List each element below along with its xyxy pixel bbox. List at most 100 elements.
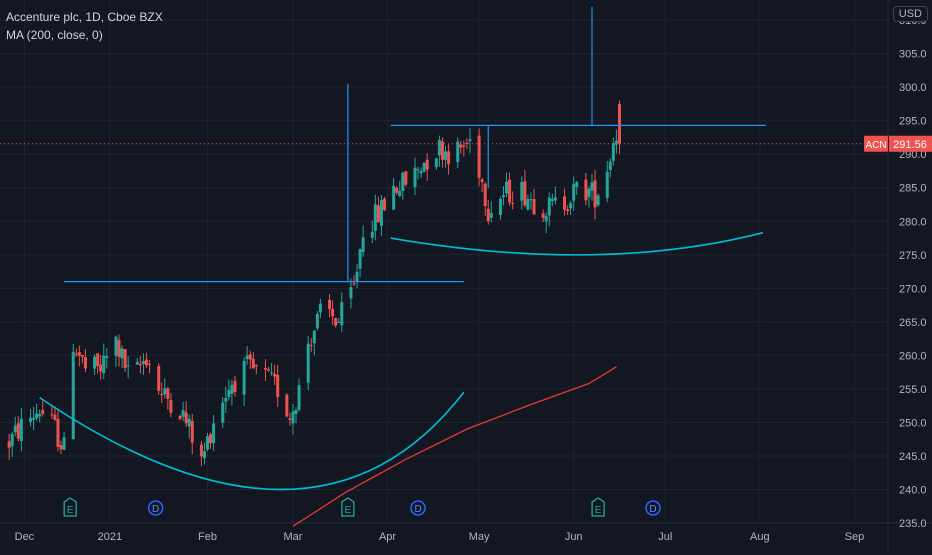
candle-body [227, 390, 231, 398]
candle-body [413, 167, 417, 188]
currency-button[interactable]: USD [892, 6, 928, 22]
y-tick-label: 250.0 [899, 417, 927, 429]
candle-body [572, 184, 576, 201]
candle-body [126, 365, 130, 367]
candle-body [199, 444, 203, 457]
candle-body [209, 434, 213, 444]
candle-body [273, 373, 277, 377]
y-tick-label: 255.0 [899, 384, 927, 396]
candle-body [483, 183, 487, 207]
candle-body [502, 195, 506, 198]
earnings-marker-label: E [345, 505, 352, 516]
candle-body [166, 388, 170, 399]
candle-body [569, 203, 573, 209]
candle-body [401, 172, 405, 191]
candle-body [587, 188, 591, 198]
candle-body [13, 425, 17, 433]
y-tick-label: 270.0 [899, 283, 927, 295]
dividend-marker-icon [645, 500, 661, 516]
candle-body [593, 180, 597, 208]
candle-body [608, 161, 612, 170]
candle-body [181, 410, 185, 417]
ticker-tag-bg [864, 135, 888, 152]
candle-body [224, 397, 228, 402]
candle-body [141, 361, 145, 364]
candle-body [114, 336, 118, 356]
candle-body [221, 402, 225, 423]
earnings-marker-icon [341, 497, 355, 517]
candle-body [392, 185, 396, 210]
candle-body [370, 231, 374, 238]
candle-body [328, 299, 332, 310]
candle-body [288, 418, 292, 420]
x-tick-label: Aug [750, 531, 770, 543]
candle-body [532, 199, 536, 215]
candle-body [294, 410, 298, 414]
candle-body [267, 369, 271, 371]
last-price-tag: 291.56 [893, 139, 927, 151]
candle-body [102, 355, 106, 374]
candle-body [334, 318, 338, 326]
candle-body [596, 195, 600, 206]
dividend-marker-icon [410, 500, 426, 516]
candle-body [575, 182, 579, 187]
candle-body [361, 237, 365, 253]
candle-body [465, 142, 469, 144]
y-tick-label: 280.0 [899, 216, 927, 228]
candle-body [340, 302, 344, 326]
x-tick-label: Dec [15, 531, 35, 543]
candle-body [56, 419, 60, 447]
y-tick-label: 295.0 [899, 116, 927, 128]
candle-body [138, 363, 142, 366]
candle-body [508, 179, 512, 203]
y-tick-label: 300.0 [899, 82, 927, 94]
candle-body [242, 360, 246, 395]
candle-body [489, 212, 493, 218]
candle-body [62, 437, 66, 450]
candle-body [486, 208, 490, 222]
candle-body [398, 190, 402, 196]
candle-body [263, 367, 267, 370]
candle-body [550, 199, 554, 201]
last-candle-body [617, 103, 621, 144]
candle-body [105, 356, 109, 359]
indicator-label[interactable]: MA (200, close, 0) [6, 28, 103, 42]
candle-body [53, 414, 57, 420]
candle-body [614, 140, 618, 145]
earnings-marker-icon [63, 497, 77, 517]
candle-body [7, 441, 11, 448]
y-tick-label: 240.0 [899, 484, 927, 496]
candle-body [96, 353, 100, 366]
candle-body [434, 158, 438, 168]
candle-body [373, 204, 377, 231]
dividend-marker-label: D [649, 504, 656, 515]
candle-body [309, 345, 313, 347]
x-tick-label: Mar [283, 531, 302, 543]
candle-body [190, 420, 194, 443]
candle-body [248, 354, 252, 360]
candle-body [270, 372, 274, 374]
candle-body [251, 358, 255, 369]
candle-body [29, 417, 33, 422]
candle-body [425, 159, 429, 170]
candle-body [422, 162, 426, 172]
candle-body [163, 388, 167, 395]
y-tick-label: 245.0 [899, 451, 927, 463]
symbol-title[interactable]: Accenture plc, 1D, Cboe BZX [6, 10, 163, 24]
candle-body [297, 385, 301, 411]
candle-body [80, 355, 84, 357]
y-tick-label: 265.0 [899, 317, 927, 329]
candle-body [285, 394, 289, 417]
candle-body [312, 330, 316, 344]
ticker-tag: ACN [865, 140, 886, 151]
x-tick-label: Jun [565, 531, 583, 543]
candle-body [184, 412, 188, 424]
candle-body [520, 181, 524, 201]
candle-body [41, 410, 45, 414]
candle-body [16, 423, 20, 439]
dividend-marker-icon [147, 500, 164, 516]
candle-body [468, 139, 472, 142]
candle-body [206, 436, 210, 450]
